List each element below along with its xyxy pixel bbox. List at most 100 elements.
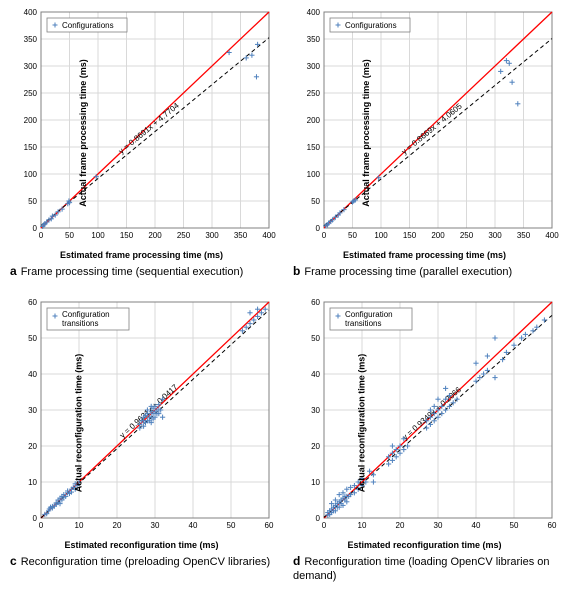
y-tick-label: 0 [315, 514, 320, 523]
caption-letter: d [293, 554, 300, 568]
legend: Configurations [47, 18, 127, 32]
y-tick-label: 400 [306, 8, 320, 17]
x-tick-label: 300 [205, 231, 219, 240]
x-tick-label: 250 [176, 231, 190, 240]
y-tick-label: 40 [28, 370, 37, 379]
y-tick-label: 150 [306, 143, 320, 152]
x-tick-label: 400 [545, 231, 559, 240]
y-tick-label: 0 [32, 514, 37, 523]
y-tick-label: 30 [311, 406, 320, 415]
x-tick-label: 30 [433, 521, 442, 530]
x-tick-label: 20 [395, 521, 404, 530]
y-tick-label: 100 [23, 170, 37, 179]
caption-text: Reconfiguration time (loading OpenCV lib… [293, 556, 550, 582]
x-tick-label: 10 [357, 521, 366, 530]
y-tick-label: 50 [311, 197, 320, 206]
caption-letter: b [293, 264, 300, 278]
chart-area: 0501001502002503003504000501001502002503… [7, 4, 277, 262]
svg-text:Configurations: Configurations [62, 21, 114, 30]
x-tick-label: 40 [188, 521, 197, 530]
y-tick-label: 50 [311, 334, 320, 343]
panel-caption: c Reconfiguration time (preloading OpenCV… [4, 552, 279, 578]
x-tick-label: 30 [150, 521, 159, 530]
x-tick-label: 200 [148, 231, 162, 240]
x-tick-label: 100 [374, 231, 388, 240]
scatter-chart: 01020304050600102030405060y = 0.9349x + … [290, 294, 560, 538]
y-axis-label: Actual reconfiguration time (ms) [73, 353, 83, 492]
x-tick-label: 200 [431, 231, 445, 240]
y-tick-label: 0 [315, 224, 320, 233]
y-tick-label: 60 [28, 298, 37, 307]
y-axis-label: Actual frame processing time (ms) [360, 59, 370, 207]
panel-caption: dReconfiguration time (loading OpenCV li… [287, 552, 562, 592]
legend: Configurationtransitions [47, 308, 129, 330]
svg-text:Configurations: Configurations [345, 21, 397, 30]
y-tick-label: 10 [28, 478, 37, 487]
legend: Configurationtransitions [330, 308, 412, 330]
caption-letter: a [10, 264, 17, 278]
scatter-chart: 0501001502002503003504000501001502002503… [7, 4, 277, 248]
caption-letter: c [10, 554, 17, 568]
x-tick-label: 0 [38, 231, 43, 240]
y-tick-label: 200 [23, 116, 37, 125]
x-tick-label: 0 [38, 521, 43, 530]
legend: Configurations [330, 18, 410, 32]
y-axis-label: Actual reconfiguration time (ms) [356, 353, 366, 492]
x-axis-label: Estimated reconfiguration time (ms) [7, 540, 277, 550]
caption-text: Reconfiguration time (preloading OpenCV … [21, 556, 270, 568]
y-tick-label: 20 [311, 442, 320, 451]
y-tick-label: 50 [28, 334, 37, 343]
y-tick-label: 0 [32, 224, 37, 233]
y-tick-label: 20 [28, 442, 37, 451]
panel-d: 01020304050600102030405060y = 0.9349x + … [283, 290, 566, 594]
x-tick-label: 0 [321, 521, 326, 530]
y-tick-label: 50 [28, 197, 37, 206]
chart-area: 01020304050600102030405060y = 0.9621x + … [7, 294, 277, 552]
x-tick-label: 350 [516, 231, 530, 240]
svg-text:Configuration: Configuration [62, 310, 110, 319]
x-axis-label: Estimated frame processing time (ms) [7, 250, 277, 260]
x-axis-label: Estimated frame processing time (ms) [290, 250, 560, 260]
x-tick-label: 0 [321, 231, 326, 240]
x-tick-label: 40 [471, 521, 480, 530]
x-tick-label: 150 [402, 231, 416, 240]
y-tick-label: 250 [23, 89, 37, 98]
x-tick-label: 400 [262, 231, 276, 240]
panel-c: 01020304050600102030405060y = 0.9621x + … [0, 290, 283, 594]
caption-text: Frame processing time (parallel executio… [304, 266, 512, 278]
panel-caption: b Frame processing time (parallel executi… [287, 262, 562, 288]
chart-area: 01020304050600102030405060y = 0.9349x + … [290, 294, 560, 552]
y-tick-label: 250 [306, 89, 320, 98]
x-tick-label: 50 [348, 231, 357, 240]
y-tick-label: 350 [306, 35, 320, 44]
caption-text: Frame processing time (sequential execut… [21, 266, 244, 278]
panel-caption: a Frame processing time (sequential execu… [4, 262, 279, 288]
y-axis-label: Actual frame processing time (ms) [77, 59, 87, 207]
x-tick-label: 350 [233, 231, 247, 240]
x-tick-label: 10 [74, 521, 83, 530]
panel-a: 0501001502002503003504000501001502002503… [0, 0, 283, 290]
x-tick-label: 300 [488, 231, 502, 240]
y-tick-label: 40 [311, 370, 320, 379]
svg-text:Configuration: Configuration [345, 310, 393, 319]
x-tick-label: 50 [226, 521, 235, 530]
y-tick-label: 60 [311, 298, 320, 307]
y-tick-label: 300 [23, 62, 37, 71]
x-tick-label: 60 [264, 521, 273, 530]
x-tick-label: 60 [547, 521, 556, 530]
y-tick-label: 100 [306, 170, 320, 179]
y-tick-label: 300 [306, 62, 320, 71]
y-tick-label: 200 [306, 116, 320, 125]
y-tick-label: 350 [23, 35, 37, 44]
scatter-chart: 0501001502002503003504000501001502002503… [290, 4, 560, 248]
y-tick-label: 10 [311, 478, 320, 487]
x-tick-label: 150 [119, 231, 133, 240]
svg-text:transitions: transitions [62, 319, 98, 328]
x-tick-label: 50 [509, 521, 518, 530]
panel-b: 0501001502002503003504000501001502002503… [283, 0, 566, 290]
svg-text:transitions: transitions [345, 319, 381, 328]
scatter-chart: 01020304050600102030405060y = 0.9621x + … [7, 294, 277, 538]
y-tick-label: 30 [28, 406, 37, 415]
x-tick-label: 50 [65, 231, 74, 240]
chart-area: 0501001502002503003504000501001502002503… [290, 4, 560, 262]
